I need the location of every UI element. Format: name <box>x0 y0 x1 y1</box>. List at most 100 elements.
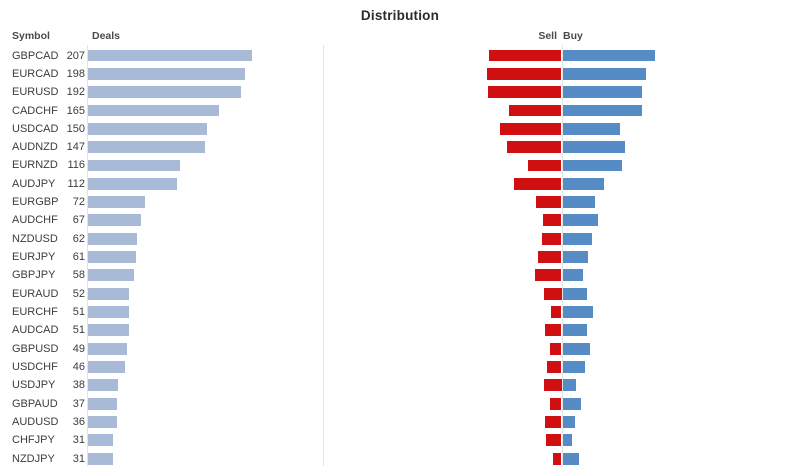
deals-value: 37 <box>72 397 85 410</box>
buy-bar <box>563 86 643 99</box>
sell-bar <box>506 141 562 154</box>
deals-bar <box>88 269 135 282</box>
sell-buy-axis-line <box>562 45 563 466</box>
sell-bar <box>544 416 562 428</box>
buy-bar <box>563 452 579 465</box>
symbol-label: EURNZD <box>12 159 58 172</box>
deals-bar <box>88 159 181 172</box>
symbol-label: NZDJPY <box>12 452 55 465</box>
symbol-label: EURJPY <box>12 251 56 264</box>
buy-bar <box>563 379 576 392</box>
deals-bar <box>88 141 205 154</box>
symbol-label: EURAUD <box>12 287 59 300</box>
buy-bar <box>563 361 586 373</box>
deals-bar <box>88 306 129 318</box>
deals-value: 46 <box>72 360 85 373</box>
buy-bar <box>563 177 605 190</box>
deals-value: 198 <box>66 67 85 80</box>
deals-bar <box>88 214 142 227</box>
buy-bar <box>563 269 583 282</box>
deals-value: 67 <box>72 214 85 227</box>
buy-bar <box>563 434 572 447</box>
symbol-label: EURCAD <box>12 67 59 80</box>
buy-bar <box>563 287 587 300</box>
sell-bar <box>513 177 562 190</box>
symbol-label: GBPCAD <box>12 49 59 62</box>
symbol-label: USDCAD <box>12 122 59 135</box>
deals-value: 51 <box>72 306 85 319</box>
deals-bar <box>88 122 208 135</box>
deals-value: 49 <box>72 342 85 355</box>
sell-column-header: Sell <box>538 30 557 42</box>
buy-bar <box>563 232 593 245</box>
symbol-label: USDCHF <box>12 360 58 373</box>
symbol-label: GBPJPY <box>12 269 56 282</box>
deals-value: 150 <box>66 122 85 135</box>
sell-bar <box>549 342 562 355</box>
symbol-label: NZDUSD <box>12 232 58 245</box>
symbol-label: AUDJPY <box>12 177 56 190</box>
deals-value: 192 <box>66 86 85 99</box>
sell-bar <box>543 214 562 227</box>
buy-column-header: Buy <box>563 30 583 42</box>
symbol-label: CHFJPY <box>12 434 55 447</box>
deals-value: 31 <box>72 452 85 465</box>
deals-value: 62 <box>72 232 85 245</box>
buy-bar <box>563 141 625 154</box>
symbol-label: GBPAUD <box>12 397 58 410</box>
deals-value: 52 <box>72 287 85 300</box>
deals-bar <box>88 434 113 447</box>
symbol-label: USDJPY <box>12 379 56 392</box>
symbol-label: EURGBP <box>12 196 59 209</box>
deals-value: 165 <box>66 104 85 117</box>
sell-bar <box>549 397 562 410</box>
sell-bar <box>551 306 562 318</box>
left-chart-right-border <box>323 45 324 466</box>
sell-bar <box>535 269 562 282</box>
deals-value: 51 <box>72 324 85 337</box>
symbol-label: EURCHF <box>12 306 58 319</box>
buy-bar <box>563 214 598 227</box>
buy-bar <box>563 49 656 62</box>
symbol-label: AUDCAD <box>12 324 59 337</box>
symbol-label: EURUSD <box>12 86 59 99</box>
sell-bar <box>544 324 562 337</box>
symbol-label: CADCHF <box>12 104 58 117</box>
deals-value: 36 <box>72 415 85 428</box>
deals-value: 116 <box>67 159 85 172</box>
deals-value: 38 <box>72 379 85 392</box>
deals-bar <box>88 49 253 62</box>
buy-bar <box>563 159 622 172</box>
sell-bar <box>488 86 562 99</box>
sell-bar <box>544 287 562 300</box>
buy-bar <box>563 416 575 428</box>
deals-axis-line <box>87 45 88 466</box>
buy-bar <box>563 122 621 135</box>
deals-value: 112 <box>67 177 85 190</box>
symbol-label: GBPUSD <box>12 342 59 355</box>
deals-bar <box>88 361 125 373</box>
deals-column-header: Deals <box>92 30 121 42</box>
buy-bar <box>563 104 642 117</box>
buy-bar <box>563 67 646 80</box>
symbol-label: AUDNZD <box>12 141 58 154</box>
deals-bar <box>88 177 177 190</box>
deals-bar <box>88 104 219 117</box>
page-title: Distribution <box>360 8 440 23</box>
sell-bar <box>544 379 562 392</box>
buy-bar <box>563 306 594 318</box>
symbol-label: AUDUSD <box>12 415 59 428</box>
deals-bar <box>88 324 129 337</box>
deals-bar <box>88 67 246 80</box>
sell-bar <box>552 452 562 465</box>
sell-bar <box>547 361 562 373</box>
deals-value: 207 <box>66 49 85 62</box>
sell-bar <box>545 434 562 447</box>
deals-bar <box>88 342 127 355</box>
buy-bar <box>563 342 591 355</box>
deals-bar <box>88 416 117 428</box>
sell-bar <box>499 122 562 135</box>
deals-bar <box>88 232 138 245</box>
sell-bar <box>528 159 562 172</box>
buy-bar <box>563 397 581 410</box>
